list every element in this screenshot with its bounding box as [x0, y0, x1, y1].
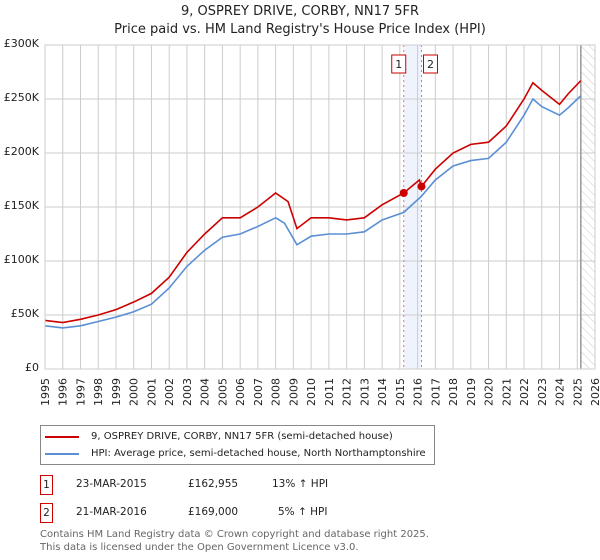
- x-tick-label: 2020: [483, 378, 496, 406]
- legend-item-hpi: HPI: Average price, semi-detached house,…: [41, 445, 426, 462]
- y-tick-label: £250K: [4, 91, 40, 104]
- x-tick-label: 2004: [199, 378, 212, 406]
- x-tick-label: 2021: [500, 378, 513, 406]
- legend-label: 9, OSPREY DRIVE, CORBY, NN17 5FR (semi-d…: [91, 431, 393, 442]
- x-tick-label: 2008: [270, 378, 283, 406]
- x-tick-label: 2017: [429, 378, 442, 406]
- x-tick-label: 2019: [465, 378, 478, 406]
- marker-badge: 2: [40, 503, 53, 523]
- transaction-date: 21-MAR-2016: [76, 506, 147, 518]
- x-tick-label: 2007: [252, 378, 265, 406]
- x-tick-label: 1995: [39, 378, 52, 406]
- x-tick-label: 2015: [394, 378, 407, 406]
- y-tick-label: £0: [25, 361, 39, 374]
- x-tick-label: 2025: [571, 378, 584, 406]
- legend-swatch: [45, 452, 79, 455]
- transaction-hpi: 13% ↑ HPI: [272, 478, 329, 490]
- hpi-line: [44, 95, 582, 329]
- transaction-price: £162,955: [188, 478, 239, 490]
- legend-label: HPI: Average price, semi-detached house,…: [91, 448, 426, 459]
- marker-box: [391, 54, 407, 74]
- x-tick-label: 1998: [92, 378, 105, 406]
- y-tick-label: £150K: [4, 199, 40, 212]
- sale-point: [417, 182, 426, 191]
- plot-frame: [44, 44, 596, 370]
- x-tick-label: 2003: [181, 378, 194, 406]
- x-tick-label: 2000: [128, 378, 141, 406]
- y-tick-label: £50K: [11, 307, 40, 320]
- footer-line: This data is licensed under the Open Gov…: [40, 542, 359, 553]
- chart-subtitle: Price paid vs. HM Land Registry's House …: [114, 22, 486, 37]
- marker-label: 1: [395, 58, 402, 71]
- footer-line: Contains HM Land Registry data © Crown c…: [40, 529, 429, 540]
- marker-label: 2: [427, 58, 434, 71]
- x-tick-label: 2018: [447, 378, 460, 406]
- x-tick-label: 2014: [376, 378, 389, 406]
- x-tick-label: 2001: [145, 378, 158, 406]
- x-tick-label: 2016: [412, 378, 425, 406]
- footer: Contains HM Land Registry data © Crown c…: [40, 528, 429, 554]
- transaction-price: £169,000: [188, 506, 239, 518]
- x-tick-label: 2026: [589, 378, 600, 406]
- x-tick-label: 1999: [110, 378, 123, 406]
- y-tick-label: £300K: [4, 37, 40, 50]
- marker-box: [422, 54, 438, 74]
- x-tick-label: 2023: [536, 378, 549, 406]
- legend-swatch: [45, 435, 79, 438]
- x-tick-label: 2011: [323, 378, 336, 406]
- chart-title: 9, OSPREY DRIVE, CORBY, NN17 5FR: [180, 4, 420, 19]
- x-tick-label: 1997: [74, 378, 87, 406]
- sale-point: [399, 189, 408, 198]
- x-tick-label: 2006: [234, 378, 247, 406]
- x-tick-label: 2010: [305, 378, 318, 406]
- x-tick-label: 2005: [216, 378, 229, 406]
- y-tick-label: £200K: [4, 145, 40, 158]
- x-tick-label: 2022: [518, 378, 531, 406]
- transaction-date: 23-MAR-2015: [76, 478, 147, 490]
- x-tick-label: 2012: [341, 378, 354, 406]
- price-chart: 1995 1996 1997 1998 1999 2000 2001 2002 2003 2004…: [4, 37, 600, 406]
- x-tick-label: 1996: [57, 378, 70, 406]
- transaction-hpi: 5% ↑ HPI: [278, 506, 328, 518]
- legend-item-property: 9, OSPREY DRIVE, CORBY, NN17 5FR (semi-d…: [41, 428, 426, 445]
- y-tick-label: £100K: [4, 253, 40, 266]
- x-tick-label: 2013: [358, 378, 371, 406]
- x-tick-label: 2002: [163, 378, 176, 406]
- legend: 9, OSPREY DRIVE, CORBY, NN17 5FR (semi-d…: [40, 425, 435, 465]
- marker-badge: 1: [40, 475, 53, 495]
- property-price-line: [44, 80, 582, 324]
- x-tick-label: 2009: [287, 378, 300, 406]
- x-tick-label: 2024: [554, 378, 567, 406]
